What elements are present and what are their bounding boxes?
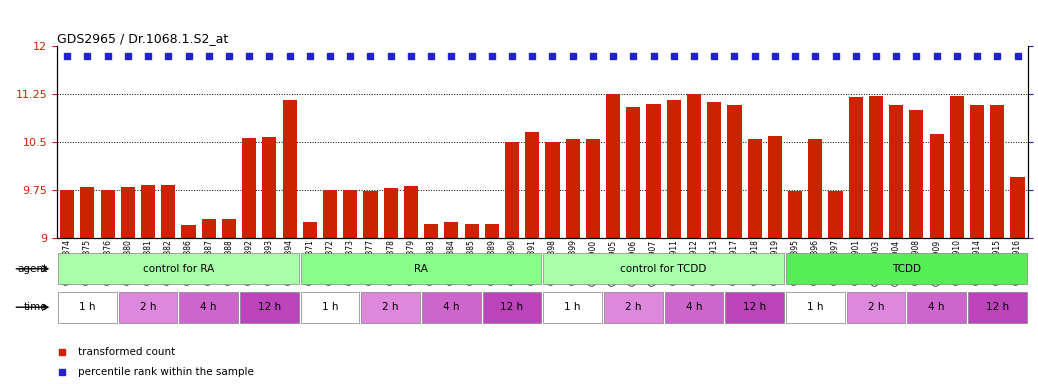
Bar: [525, 132, 540, 384]
FancyBboxPatch shape: [301, 253, 542, 284]
Text: 1 h: 1 h: [322, 302, 338, 312]
FancyBboxPatch shape: [180, 292, 238, 323]
Bar: [384, 188, 398, 384]
Text: 1 h: 1 h: [565, 302, 581, 312]
Bar: [828, 191, 843, 384]
Bar: [768, 136, 782, 384]
FancyBboxPatch shape: [907, 292, 966, 323]
FancyBboxPatch shape: [786, 253, 1027, 284]
FancyBboxPatch shape: [422, 292, 481, 323]
Bar: [425, 224, 438, 384]
Bar: [647, 104, 660, 384]
Bar: [242, 137, 256, 384]
Bar: [969, 105, 984, 384]
Bar: [120, 187, 135, 384]
FancyBboxPatch shape: [786, 292, 845, 323]
Bar: [809, 139, 822, 384]
Bar: [950, 96, 964, 384]
Bar: [869, 96, 883, 384]
FancyBboxPatch shape: [968, 292, 1027, 323]
Text: 2 h: 2 h: [868, 302, 884, 312]
Bar: [747, 139, 762, 384]
FancyBboxPatch shape: [361, 292, 420, 323]
Bar: [849, 97, 863, 384]
Text: TCDD: TCDD: [892, 264, 921, 274]
Text: control for RA: control for RA: [143, 264, 214, 274]
Bar: [303, 222, 317, 384]
FancyBboxPatch shape: [847, 292, 905, 323]
FancyBboxPatch shape: [301, 292, 359, 323]
Bar: [344, 190, 357, 384]
Text: 1 h: 1 h: [79, 302, 95, 312]
Bar: [80, 187, 94, 384]
Bar: [141, 185, 155, 384]
Bar: [687, 94, 701, 384]
Text: time: time: [24, 302, 48, 312]
FancyBboxPatch shape: [483, 292, 542, 323]
Text: agent: agent: [18, 264, 48, 274]
Bar: [161, 185, 175, 384]
Bar: [788, 191, 802, 384]
Text: 12 h: 12 h: [500, 302, 523, 312]
Bar: [182, 225, 195, 384]
FancyBboxPatch shape: [604, 292, 662, 323]
FancyBboxPatch shape: [543, 292, 602, 323]
Bar: [60, 190, 75, 384]
Text: RA: RA: [414, 264, 428, 274]
FancyBboxPatch shape: [726, 292, 784, 323]
Bar: [930, 134, 944, 384]
Bar: [909, 110, 924, 384]
Bar: [485, 224, 499, 384]
FancyBboxPatch shape: [543, 253, 784, 284]
Bar: [363, 191, 378, 384]
Bar: [707, 103, 721, 384]
Text: 2 h: 2 h: [625, 302, 641, 312]
Bar: [545, 142, 559, 384]
Text: 4 h: 4 h: [686, 302, 703, 312]
Bar: [263, 137, 276, 384]
Bar: [566, 139, 580, 384]
Text: 4 h: 4 h: [443, 302, 460, 312]
Text: 1 h: 1 h: [808, 302, 823, 312]
FancyBboxPatch shape: [240, 292, 299, 323]
Bar: [585, 139, 600, 384]
Bar: [728, 105, 741, 384]
FancyBboxPatch shape: [118, 292, 177, 323]
Text: 4 h: 4 h: [200, 302, 217, 312]
FancyBboxPatch shape: [58, 253, 299, 284]
Bar: [606, 94, 620, 384]
Bar: [444, 222, 459, 384]
Bar: [666, 101, 681, 384]
Bar: [626, 107, 640, 384]
Bar: [201, 219, 216, 384]
Bar: [404, 185, 418, 384]
Text: 12 h: 12 h: [986, 302, 1009, 312]
Bar: [222, 219, 236, 384]
Text: percentile rank within the sample: percentile rank within the sample: [78, 367, 253, 377]
Bar: [101, 190, 115, 384]
Bar: [282, 101, 297, 384]
FancyBboxPatch shape: [664, 292, 723, 323]
Bar: [465, 224, 479, 384]
Text: 12 h: 12 h: [257, 302, 281, 312]
Bar: [504, 142, 519, 384]
FancyBboxPatch shape: [58, 292, 116, 323]
Text: 2 h: 2 h: [382, 302, 399, 312]
Text: GDS2965 / Dr.1068.1.S2_at: GDS2965 / Dr.1068.1.S2_at: [57, 32, 228, 45]
Text: control for TCDD: control for TCDD: [621, 264, 707, 274]
Text: 12 h: 12 h: [743, 302, 766, 312]
Text: 4 h: 4 h: [928, 302, 945, 312]
Bar: [890, 105, 903, 384]
Bar: [323, 190, 337, 384]
Text: 2 h: 2 h: [140, 302, 157, 312]
Text: transformed count: transformed count: [78, 347, 175, 357]
Bar: [990, 105, 1005, 384]
Bar: [1010, 177, 1025, 384]
